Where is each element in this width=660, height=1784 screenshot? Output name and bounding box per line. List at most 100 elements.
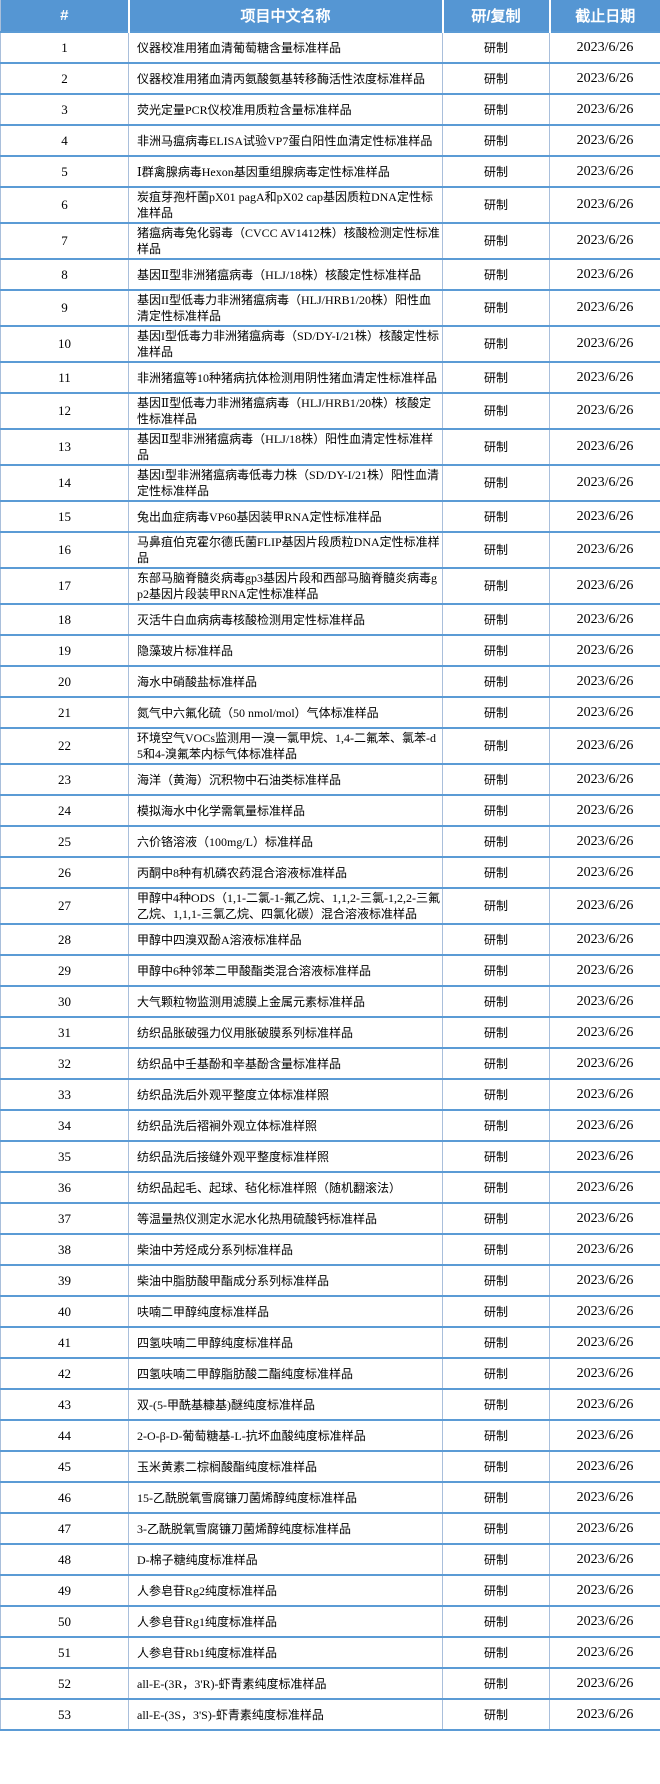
develop-type-cell: 研制 [442, 361, 550, 393]
develop-type-cell: 研制 [442, 1512, 550, 1544]
project-name-cell: 隐藻玻片标准样品 [128, 634, 443, 666]
project-name-cell: 大气颗粒物监测用滤膜上金属元素标准样品 [128, 985, 443, 1017]
table-row: 46 15-乙酰脱氧雪腐镰刀菌烯醇纯度标准样品 研制 2023/6/26 [0, 1481, 660, 1513]
project-name-cell: 兔出血症病毒VP60基因装甲RNA定性标准样品 [128, 500, 443, 532]
develop-type-cell: 研制 [442, 531, 550, 568]
table-row: 50 人参皂苷Rg1纯度标准样品 研制 2023/6/26 [0, 1605, 660, 1637]
table-row: 21 氮气中六氟化硫（50 nmol/mol）气体标准样品 研制 2023/6/… [0, 696, 660, 728]
deadline-date-cell: 2023/6/26 [549, 825, 660, 857]
table-row: 15 兔出血症病毒VP60基因装甲RNA定性标准样品 研制 2023/6/26 [0, 500, 660, 532]
develop-type-cell: 研制 [442, 567, 550, 604]
deadline-date-cell: 2023/6/26 [549, 464, 660, 501]
row-number-cell: 4 [0, 124, 129, 156]
project-name-cell: 环境空气VOCs监测用一溴一氯甲烷、1,4-二氟苯、氯苯-d5和4-溴氟苯内标气… [128, 727, 443, 764]
deadline-date-cell: 2023/6/26 [549, 531, 660, 568]
develop-type-cell: 研制 [442, 825, 550, 857]
project-name-cell: Ⅰ群禽腺病毒Hexon基因重组腺病毒定性标准样品 [128, 155, 443, 187]
develop-type-cell: 研制 [442, 985, 550, 1017]
deadline-date-cell: 2023/6/26 [549, 567, 660, 604]
row-number-cell: 3 [0, 93, 129, 125]
develop-type-cell: 研制 [442, 1357, 550, 1389]
deadline-date-cell: 2023/6/26 [549, 1481, 660, 1513]
table-row: 48 D-棉子糖纯度标准样品 研制 2023/6/26 [0, 1543, 660, 1575]
table-row: 40 呋喃二甲醇纯度标准样品 研制 2023/6/26 [0, 1295, 660, 1327]
table-row: 4 非洲马瘟病毒ELISA试验VP7蛋白阳性血清定性标准样品 研制 2023/6… [0, 124, 660, 156]
table-row: 26 丙酮中8种有机磷农药混合溶液标准样品 研制 2023/6/26 [0, 856, 660, 888]
develop-type-cell: 研制 [442, 258, 550, 290]
project-name-cell: 纺织品胀破强力仪用胀破膜系列标准样品 [128, 1016, 443, 1048]
develop-type-cell: 研制 [442, 856, 550, 888]
row-number-cell: 24 [0, 794, 129, 826]
develop-type-cell: 研制 [442, 603, 550, 635]
deadline-date-cell: 2023/6/26 [549, 124, 660, 156]
deadline-date-cell: 2023/6/26 [549, 1109, 660, 1141]
row-number-cell: 29 [0, 954, 129, 986]
project-name-cell: 四氢呋喃二甲醇脂肪酸二酯纯度标准样品 [128, 1357, 443, 1389]
develop-type-cell: 研制 [442, 464, 550, 501]
project-name-cell: 纺织品洗后接缝外观平整度标准样照 [128, 1140, 443, 1172]
develop-type-cell: 研制 [442, 1419, 550, 1451]
row-number-cell: 36 [0, 1171, 129, 1203]
deadline-date-cell: 2023/6/26 [549, 985, 660, 1017]
table-row: 27 甲醇中4种ODS（1,1-二氯-1-氟乙烷、1,1,2-三氯-1,2,2-… [0, 887, 660, 924]
row-number-cell: 27 [0, 887, 129, 924]
develop-type-cell: 研制 [442, 634, 550, 666]
project-name-cell: 纺织品洗后外观平整度立体标准样照 [128, 1078, 443, 1110]
row-number-cell: 16 [0, 531, 129, 568]
develop-type-cell: 研制 [442, 923, 550, 955]
deadline-date-cell: 2023/6/26 [549, 1140, 660, 1172]
deadline-date-cell: 2023/6/26 [549, 763, 660, 795]
row-number-cell: 28 [0, 923, 129, 955]
deadline-date-cell: 2023/6/26 [549, 923, 660, 955]
table-row: 14 基因I型非洲猪瘟病毒低毒力株（SD/DY-I/21株）阳性血清定性标准样品… [0, 464, 660, 501]
row-number-cell: 33 [0, 1078, 129, 1110]
project-name-cell: 仪器校准用猪血清葡萄糖含量标准样品 [128, 31, 443, 63]
row-number-cell: 23 [0, 763, 129, 795]
table-row: 13 基因Ⅱ型非洲猪瘟病毒（HLJ/18株）阳性血清定性标准样品 研制 2023… [0, 428, 660, 465]
row-number-cell: 43 [0, 1388, 129, 1420]
row-number-cell: 45 [0, 1450, 129, 1482]
deadline-date-cell: 2023/6/26 [549, 1078, 660, 1110]
project-name-cell: 柴油中芳烃成分系列标准样品 [128, 1233, 443, 1265]
deadline-date-cell: 2023/6/26 [549, 428, 660, 465]
row-number-cell: 7 [0, 222, 129, 259]
row-number-cell: 39 [0, 1264, 129, 1296]
deadline-date-cell: 2023/6/26 [549, 258, 660, 290]
table-row: 38 柴油中芳烃成分系列标准样品 研制 2023/6/26 [0, 1233, 660, 1265]
row-number-cell: 44 [0, 1419, 129, 1451]
row-number-cell: 6 [0, 186, 129, 223]
header-type: 研/复制 [441, 0, 550, 32]
table-header: # 项目中文名称 研/复制 截止日期 [0, 0, 660, 32]
deadline-date-cell: 2023/6/26 [549, 1698, 660, 1730]
deadline-date-cell: 2023/6/26 [549, 62, 660, 94]
table-row: 31 纺织品胀破强力仪用胀破膜系列标准样品 研制 2023/6/26 [0, 1016, 660, 1048]
project-name-cell: all-E-(3R，3'R)-虾青素纯度标准样品 [128, 1667, 443, 1699]
project-name-cell: 六价铬溶液（100mg/L）标准样品 [128, 825, 443, 857]
project-name-cell: 纺织品起毛、起球、毡化标准样照（随机翻滚法） [128, 1171, 443, 1203]
project-name-cell: 基因II型低毒力非洲猪瘟病毒（HLJ/HRB1/20株）阳性血清定性标准样品 [128, 289, 443, 326]
row-number-cell: 22 [0, 727, 129, 764]
develop-type-cell: 研制 [442, 887, 550, 924]
develop-type-cell: 研制 [442, 1481, 550, 1513]
project-name-cell: D-棉子糖纯度标准样品 [128, 1543, 443, 1575]
deadline-date-cell: 2023/6/26 [549, 1574, 660, 1606]
table-row: 44 2-O-β-D-葡萄糖基-L-抗坏血酸纯度标准样品 研制 2023/6/2… [0, 1419, 660, 1451]
develop-type-cell: 研制 [442, 1264, 550, 1296]
project-name-cell: 甲醇中4种ODS（1,1-二氯-1-氟乙烷、1,1,2-三氯-1,2,2-三氟乙… [128, 887, 443, 924]
develop-type-cell: 研制 [442, 31, 550, 63]
row-number-cell: 2 [0, 62, 129, 94]
table-row: 16 马鼻疽伯克霍尔德氏菌FLIP基因片段质粒DNA定性标准样品 研制 2023… [0, 531, 660, 568]
row-number-cell: 8 [0, 258, 129, 290]
deadline-date-cell: 2023/6/26 [549, 361, 660, 393]
table-row: 6 炭疽芽孢杆菌pX01 pagA和pX02 cap基因质粒DNA定性标准样品 … [0, 186, 660, 223]
table-row: 24 模拟海水中化学需氧量标准样品 研制 2023/6/26 [0, 794, 660, 826]
row-number-cell: 51 [0, 1636, 129, 1668]
project-name-cell: 纺织品中壬基酚和辛基酚含量标准样品 [128, 1047, 443, 1079]
table-row: 41 四氢呋喃二甲醇纯度标准样品 研制 2023/6/26 [0, 1326, 660, 1358]
table-row: 47 3-乙酰脱氧雪腐镰刀菌烯醇纯度标准样品 研制 2023/6/26 [0, 1512, 660, 1544]
row-number-cell: 41 [0, 1326, 129, 1358]
deadline-date-cell: 2023/6/26 [549, 887, 660, 924]
row-number-cell: 25 [0, 825, 129, 857]
table-row: 8 基因Ⅱ型非洲猪瘟病毒（HLJ/18株）核酸定性标准样品 研制 2023/6/… [0, 258, 660, 290]
deadline-date-cell: 2023/6/26 [549, 603, 660, 635]
